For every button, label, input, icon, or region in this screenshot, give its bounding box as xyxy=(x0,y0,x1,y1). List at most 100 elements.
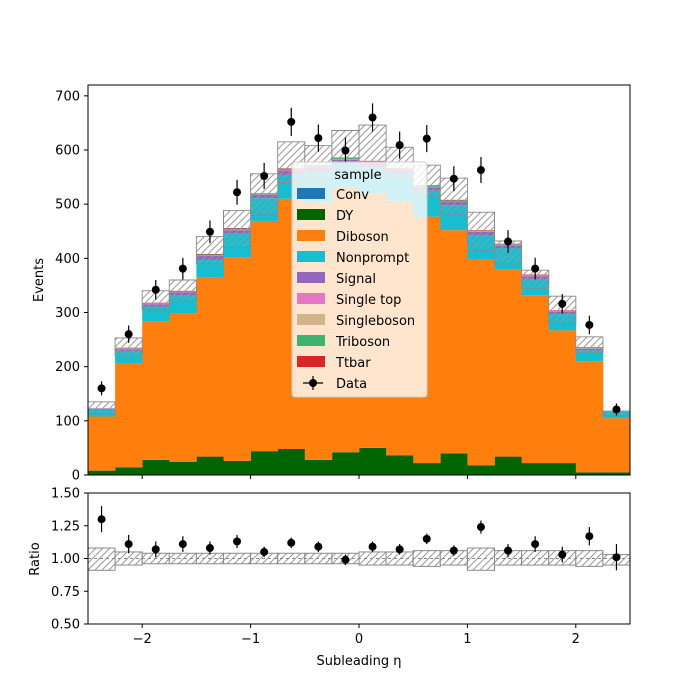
bar-diboson xyxy=(548,330,577,464)
ratio-x-axis-ticks: −2 −1 0 1 2 xyxy=(133,624,580,647)
bar-dy xyxy=(88,470,116,475)
legend-swatch xyxy=(297,293,325,304)
ratio-point xyxy=(260,547,269,556)
ratio-y-tick-label: 1.00 xyxy=(51,552,80,567)
bar-diboson xyxy=(602,418,630,473)
data-point xyxy=(178,264,187,273)
legend-label: Singleboson xyxy=(336,314,415,329)
ratio-point xyxy=(233,537,242,546)
legend-swatch xyxy=(297,251,325,262)
x-tick-label: 0 xyxy=(355,632,363,647)
legend-item-triboson: Triboson xyxy=(297,335,390,350)
bar-dy xyxy=(331,452,360,475)
ratio-uncertainty-band xyxy=(88,547,630,571)
bar-nonprompt xyxy=(196,259,224,278)
data-point xyxy=(314,134,323,143)
ratio-band-bin xyxy=(466,547,495,571)
ratio-point xyxy=(612,553,621,562)
ratio-point xyxy=(422,534,431,543)
legend-item-dy: DY xyxy=(297,209,353,224)
data-point xyxy=(368,113,377,122)
data-point xyxy=(585,320,594,329)
legend-label: Diboson xyxy=(336,230,389,245)
legend-swatch xyxy=(297,314,325,325)
y-axis-label: Events xyxy=(32,258,47,302)
legend-swatch xyxy=(297,188,325,199)
legend-label: Triboson xyxy=(335,335,390,350)
bar-diboson xyxy=(196,277,224,457)
bar-dy xyxy=(115,467,143,475)
legend-item-nonprompt: Nonprompt xyxy=(297,251,409,266)
data-point xyxy=(97,384,106,393)
legend-item-diboson: Diboson xyxy=(297,230,389,245)
ratio-panel: 0.50 0.75 1.00 1.25 1.50 −2 −1 0 1 2 Ratio Suble… xyxy=(28,487,631,669)
bar-dy xyxy=(223,460,251,475)
legend-swatch xyxy=(297,209,325,220)
bar-diboson xyxy=(521,295,550,464)
x-tick-label: −2 xyxy=(133,632,152,647)
legend-swatch xyxy=(297,230,325,241)
ratio-point xyxy=(531,540,540,549)
bar-diboson xyxy=(142,321,170,460)
data-point xyxy=(504,237,513,246)
legend-label: Nonprompt xyxy=(336,251,409,266)
uncertainty-hatch xyxy=(467,212,494,230)
ratio-point xyxy=(151,545,160,554)
x-tick-label: −1 xyxy=(241,632,260,647)
ratio-y-tick-label: 1.25 xyxy=(51,519,80,534)
bar-dy xyxy=(250,451,279,475)
bar-diboson xyxy=(169,313,197,462)
y-tick-label: 0 xyxy=(72,469,80,484)
ratio-y-axis-ticks: 0.50 0.75 1.00 1.25 1.50 xyxy=(51,487,88,633)
data-point xyxy=(558,299,567,308)
ratio-point xyxy=(585,532,594,541)
bar-dy xyxy=(440,453,468,475)
data-point xyxy=(287,117,296,126)
data-point xyxy=(260,172,269,180)
legend-box xyxy=(291,161,428,398)
bar-diboson xyxy=(223,257,251,461)
bar-diboson xyxy=(440,230,468,454)
legend-item-single-top: Single top xyxy=(297,293,401,308)
legend-marker xyxy=(309,379,317,387)
legend-item-conv: Conv xyxy=(297,188,369,203)
uncertainty-hatch xyxy=(224,211,251,228)
y-tick-label: 100 xyxy=(55,414,80,429)
bar-dy xyxy=(359,447,387,475)
ratio-data-points xyxy=(97,506,621,571)
data-point xyxy=(151,285,160,294)
ratio-y-tick-label: 0.50 xyxy=(51,618,80,633)
data-point xyxy=(422,134,431,143)
bar-dy xyxy=(277,449,306,475)
legend-label: Conv xyxy=(336,188,369,203)
bar-diboson xyxy=(467,259,495,466)
y-axis-ticks: 0 100 200 300 400 500 600 700 xyxy=(55,89,88,484)
legend-title: sample xyxy=(334,168,381,183)
x-axis-label: Subleading η xyxy=(316,654,401,669)
ratio-point xyxy=(368,542,377,551)
ratio-band-bin xyxy=(521,550,550,566)
legend-swatch xyxy=(297,356,325,367)
uncertainty-hatch xyxy=(576,337,603,347)
y-tick-label: 200 xyxy=(55,360,80,375)
data-point xyxy=(531,264,540,273)
ratio-point xyxy=(504,546,513,555)
ratio-point xyxy=(395,545,404,554)
legend-label: Single top xyxy=(336,293,401,308)
data-point xyxy=(341,146,350,155)
bar-dy xyxy=(386,455,414,475)
data-point xyxy=(395,141,404,150)
bar-diboson xyxy=(494,269,522,457)
legend-item-ttbar: Ttbar xyxy=(297,356,371,371)
ratio-point xyxy=(124,540,133,549)
data-points xyxy=(97,103,621,416)
ratio-point xyxy=(449,546,458,555)
bar-diboson xyxy=(115,363,143,468)
bar-dy xyxy=(602,472,630,475)
bar-dy xyxy=(521,463,550,475)
legend-swatch xyxy=(297,272,325,283)
uncertainty-hatch xyxy=(305,146,332,165)
ratio-band-bin xyxy=(88,547,116,571)
bar-diboson xyxy=(575,361,604,473)
